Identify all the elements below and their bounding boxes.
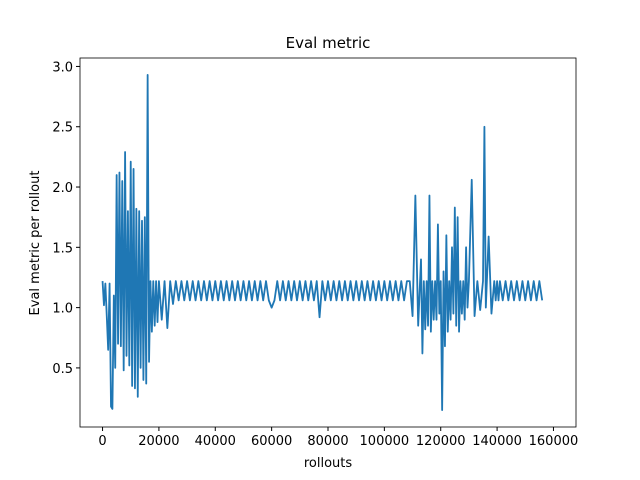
chart-title: Eval metric	[286, 34, 371, 52]
x-tick-label: 120000	[416, 434, 466, 449]
x-tick-label: 20000	[138, 434, 179, 449]
x-tick-label: 160000	[529, 434, 579, 449]
x-tick-label: 140000	[472, 434, 522, 449]
y-tick-label: 2.0	[52, 181, 73, 196]
y-tick-label: 0.5	[52, 362, 73, 377]
y-tick-label: 2.5	[52, 121, 73, 136]
plot-frame	[79, 57, 577, 428]
x-tick-label: 0	[98, 434, 106, 449]
x-tick-label: 100000	[360, 434, 410, 449]
x-tick-label: 60000	[251, 434, 292, 449]
y-tick-label: 1.0	[52, 302, 73, 317]
x-axis-label: rollouts	[304, 456, 353, 471]
x-tick-label: 80000	[307, 434, 348, 449]
line-series	[101, 73, 544, 412]
x-tick-label: 40000	[195, 434, 236, 449]
y-tick-label: 1.5	[52, 241, 73, 256]
y-tick-label: 3.0	[52, 60, 73, 75]
y-axis-label: Eval metric per rollout	[28, 171, 43, 316]
